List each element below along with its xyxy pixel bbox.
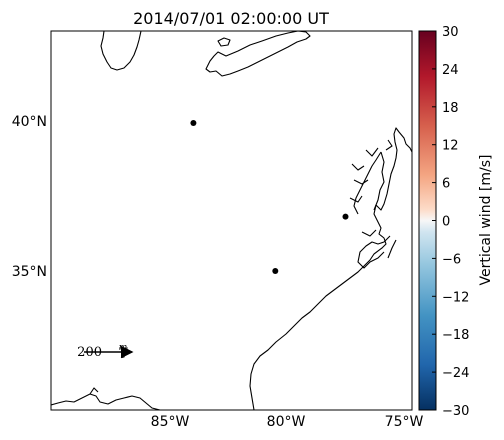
colorbar-tick-label: −30 — [442, 404, 469, 419]
colorbar-tick-label: −6 — [442, 252, 461, 267]
latitude-ticks: 40°N 35°N — [12, 114, 47, 280]
colorbar-tick-label: 18 — [442, 101, 459, 116]
colorbar-tick-label: 6 — [442, 177, 450, 192]
east-coast — [249, 127, 412, 410]
colorbar-label: Vertical wind [m/s] — [478, 155, 494, 286]
station-marker — [272, 268, 279, 274]
lon-tick-label: 75°W — [385, 414, 424, 430]
pamlico-sound — [357, 229, 397, 269]
colorbar-tick-label: 30 — [442, 25, 459, 40]
colorbar-tick-label: −12 — [442, 290, 469, 305]
lake-erie — [205, 31, 311, 77]
lat-tick-label: 40°N — [12, 114, 47, 130]
lon-tick-label: 85°W — [151, 414, 190, 430]
colorbar: 30 24 18 12 6 0 −6 −12 −18 −24 −30 Vertical wind [… — [418, 25, 494, 419]
station-markers — [190, 120, 349, 274]
chesapeake-bay — [349, 139, 393, 215]
station-marker — [190, 120, 197, 126]
coastlines — [51, 31, 412, 410]
colorbar-tick-label: 24 — [442, 63, 459, 78]
colorbar-tick-label: 0 — [442, 215, 450, 230]
map-frame — [50, 30, 413, 411]
lon-tick-label: 80°W — [267, 414, 306, 430]
scale-arrow-value: 200 — [77, 345, 102, 360]
gulf-coast — [51, 387, 161, 410]
colorbar-tick-label: 12 — [442, 139, 459, 154]
lat-tick-label: 35°N — [12, 264, 47, 280]
station-marker — [342, 213, 349, 220]
colorbar-tick-label: −24 — [442, 366, 469, 381]
longitude-ticks: 85°W 80°W 75°W — [151, 414, 424, 430]
colorbar-ticks: 30 24 18 12 6 0 −6 −12 −18 −24 −30 — [432, 25, 469, 419]
lake-michigan — [100, 31, 142, 71]
scale-arrow-unit-den: s — [121, 351, 126, 361]
lake-island — [217, 37, 231, 47]
map-title: 2014/07/01 02:00:00 UT — [133, 9, 329, 28]
colorbar-tick-label: −18 — [442, 328, 469, 343]
scale-arrow: 200 m s — [77, 343, 134, 361]
